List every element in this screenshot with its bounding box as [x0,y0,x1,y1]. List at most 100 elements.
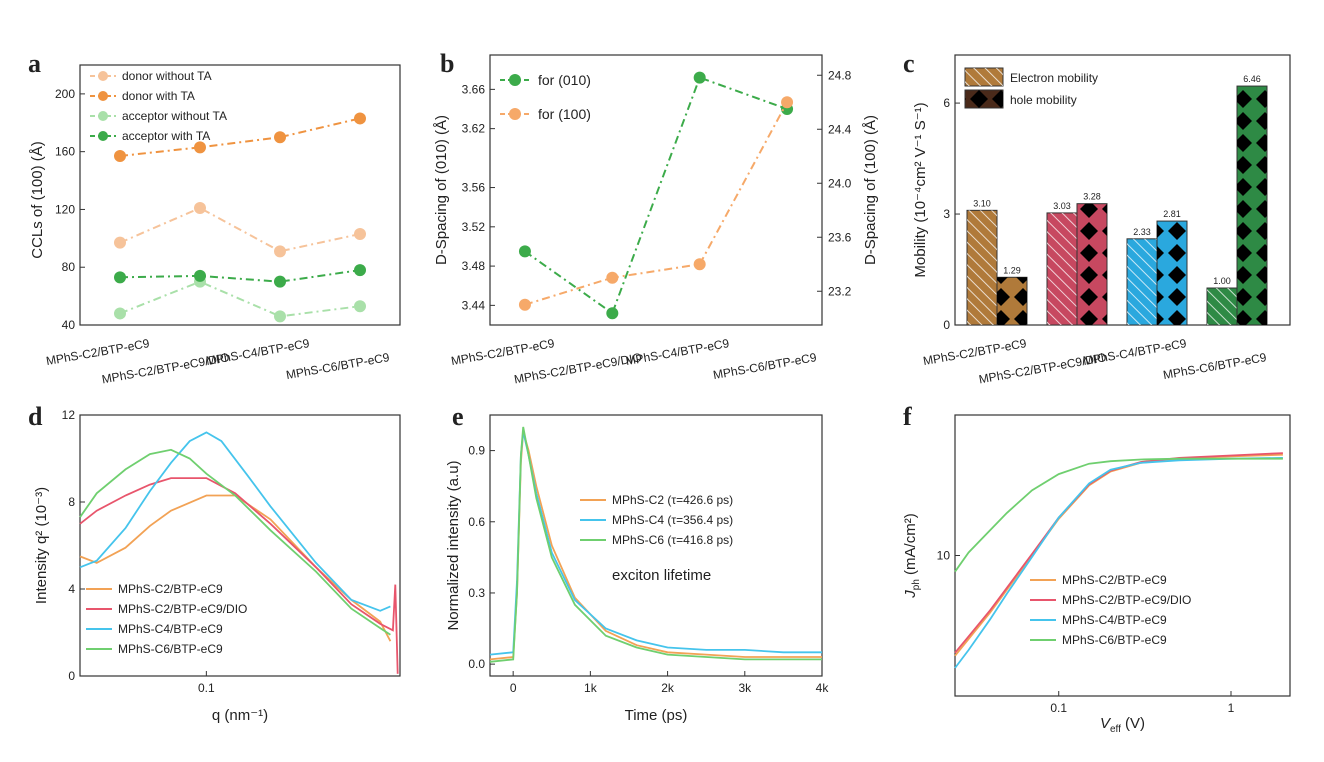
category-label: MPhS-C4/BTP-eC9 [625,336,731,368]
y-axis-label: Intensity q² (10⁻³) [33,487,50,604]
y-tick-label-right: 24.8 [828,68,852,82]
data-point [693,258,706,271]
x-axis-label-main: V [1100,715,1112,732]
legend-marker [98,71,108,81]
category-label: MPhS-C6/BTP-eC9 [1162,350,1268,382]
legend-label: MPhS-C6/BTP-eC9 [1062,633,1167,647]
plot-frame [489,414,823,677]
bar-group: 3.03 3.28 [1046,192,1108,326]
y-tick-label-right: 23.2 [828,284,852,298]
y-tick-label: 3.62 [462,122,486,136]
bar-electron-hatch [1207,288,1237,325]
legend-label: MPhS-C4 (τ=356.4 ps) [612,513,733,527]
legend-marker [509,108,521,120]
series-line [524,101,788,306]
bar-value-label: 6.46 [1243,74,1261,84]
category-label: MPhS-C4/BTP-eC9 [1082,336,1188,368]
y-tick-label: 0.0 [468,657,485,671]
series-line-1 [79,494,392,642]
legend-label: for (100) [538,106,591,122]
x-axis-label: Time (ps) [625,707,688,724]
panel-d: d 0 4 8 12 0.1 Intensity q² (10⁻³) q (nm⁻¹) MPhS… [28,402,401,724]
series-2 [518,96,794,311]
legend-label: donor without TA [122,69,212,83]
data-point [274,275,286,288]
y-tick-label: 3.66 [462,82,486,96]
x-axis-label: q (nm⁻¹) [212,707,268,724]
y-axis-label: Jph (mA/cm²) [902,513,922,598]
y-tick-label: 0 [943,318,950,332]
panel-e: e 0.0 0.3 0.6 0.9 0 1k 2k 3k 4k Normalized intensi… [445,402,829,724]
category-label: MPhS-C4/BTP-eC9 [205,336,311,368]
data-point [194,202,206,214]
plot-frame [79,64,401,326]
bar-hole-pattern [1077,203,1107,325]
bar-group: 2.33 2.81 [1126,209,1188,326]
y-tick-label: 0.9 [468,444,485,458]
category-label: MPhS-C6/BTP-eC9 [712,350,818,382]
y-tick-label: 160 [55,145,75,159]
series-line [119,280,361,318]
data-point [274,310,286,323]
legend-swatch-hatch [965,68,1003,86]
legend-marker [98,111,108,121]
x-axis-label: Veff (V) [1100,715,1145,735]
data-point [518,298,531,311]
data-point [114,271,126,284]
x-tick-label: 0.1 [198,681,215,695]
series-1 [114,202,366,258]
y-axis-label-unit: (mA/cm²) [902,513,919,579]
category-label: MPhS-C2/BTP-eC9 [922,336,1028,368]
x-tick-label: 3k [738,681,752,695]
bar-value-label: 3.28 [1083,192,1101,202]
bar-electron-hatch [1127,238,1157,325]
y-tick-label: 80 [62,260,76,274]
panel-letter: a [28,49,41,78]
panel-letter: e [452,402,464,431]
data-point [114,150,126,162]
y-tick-label: 0.3 [468,586,485,600]
bar-value-label: 1.29 [1003,265,1021,275]
legend-label: Electron mobility [1010,71,1098,85]
y-tick-label: 10 [937,549,951,563]
category-label: MPhS-C2/BTP-eC9 [450,336,556,368]
data-point [781,96,794,109]
legend-label: MPhS-C6 (τ=416.8 ps) [612,533,733,547]
data-point [274,131,286,144]
series-line-3 [489,426,822,663]
y-tick-label: 8 [68,495,75,509]
legend-marker [98,131,108,141]
legend-label: donor with TA [122,89,195,103]
category-label: MPhS-C6/BTP-eC9 [285,350,391,382]
series-line [119,117,361,157]
panel-b: b 3.44 3.48 3.52 3.56 3.62 3.66 23.2 23.6 24.0 24.… [433,49,879,386]
data-point [194,269,206,282]
legend-label: MPhS-C4/BTP-eC9 [118,622,223,636]
plot-frame [79,414,401,677]
bar-group: 1.00 6.46 [1206,74,1268,326]
series-line-3 [79,431,391,612]
panel-letter: c [903,49,915,78]
data-point [354,112,366,125]
bar-electron-hatch [967,210,997,325]
y-tick-label: 0.6 [468,515,485,529]
y-tick-label-right: 23.6 [828,230,852,244]
x-tick-label: 0.1 [1050,701,1067,715]
y-tick-label: 6 [943,96,950,110]
series-line-4 [954,457,1283,573]
legend-label: MPhS-C2/BTP-eC9 [118,582,223,596]
y-tick-label: 0 [68,669,75,683]
series-line [119,206,361,253]
series-3 [114,275,366,323]
series-line-2 [79,477,399,674]
category-label: MPhS-C2/BTP-eC9 [45,336,151,368]
legend-label: MPhS-C2/BTP-eC9/DIO [1062,593,1191,607]
plot-frame [954,54,1291,326]
legend-label: hole mobility [1010,93,1077,107]
y-axis-label-main: J [902,590,919,599]
series-4 [114,264,366,288]
y-tick-label: 3 [943,207,950,221]
y-tick-label: 3.52 [462,220,486,234]
x-tick-label: 1 [1228,701,1235,715]
